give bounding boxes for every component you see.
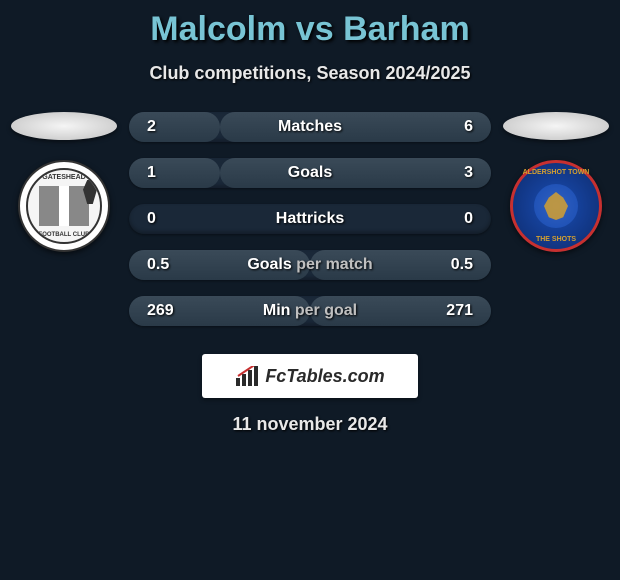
stat-label: Matches	[278, 118, 342, 136]
stat-label: Goals per match	[247, 256, 372, 274]
stat-value-left: 269	[147, 302, 187, 320]
title-player2: Barham	[343, 10, 470, 48]
stat-label: Goals	[288, 164, 332, 182]
stat-row: 2 Matches 6	[129, 112, 491, 142]
badge-right-text-top: ALDERSHOT TOWN	[513, 169, 599, 176]
stat-value-left: 0	[147, 210, 187, 228]
player2-name-plate	[503, 112, 609, 140]
content-row: GATESHEAD FOOTBALL CLUB 2 Matches 6 1 Goals 3…	[0, 112, 620, 326]
stat-row: 0 Hattricks 0	[129, 204, 491, 234]
stat-value-left: 0.5	[147, 256, 187, 274]
stat-value-right: 6	[433, 118, 473, 136]
stat-label-part2: per match	[296, 256, 372, 273]
stat-label-part1: Goals	[247, 256, 296, 273]
stat-label: Hattricks	[276, 210, 344, 228]
stat-value-left: 2	[147, 118, 187, 136]
title-player1: Malcolm	[150, 10, 286, 48]
infographic-container: Malcolm vs Barham Club competitions, Sea…	[0, 0, 620, 435]
stat-value-right: 0	[433, 210, 473, 228]
player2-club-badge: ALDERSHOT TOWN THE SHOTS	[510, 160, 602, 252]
footer-logo-text: FcTables.com	[265, 366, 384, 387]
stat-row: 1 Goals 3	[129, 158, 491, 188]
title-vs: vs	[296, 10, 334, 48]
subtitle: Club competitions, Season 2024/2025	[0, 63, 620, 84]
badge-left-inner: GATESHEAD FOOTBALL CLUB	[26, 168, 102, 244]
player1-name-plate	[11, 112, 117, 140]
stat-label-part2: per goal	[295, 302, 357, 319]
stat-value-left: 1	[147, 164, 187, 182]
stat-value-right: 3	[433, 164, 473, 182]
stats-panel: 2 Matches 6 1 Goals 3 0 Hattricks 0 0.5 Goals per …	[129, 112, 491, 326]
left-column: GATESHEAD FOOTBALL CLUB	[9, 112, 119, 252]
bar-chart-icon	[235, 366, 259, 386]
stat-value-right: 0.5	[433, 256, 473, 274]
date-label: 11 november 2024	[0, 414, 620, 435]
player1-club-badge: GATESHEAD FOOTBALL CLUB	[18, 160, 110, 252]
stat-row: 269 Min per goal 271	[129, 296, 491, 326]
stat-label-part1: Goals	[288, 164, 332, 181]
stat-label: Min per goal	[263, 302, 357, 320]
stat-row: 0.5 Goals per match 0.5	[129, 250, 491, 280]
page-title: Malcolm vs Barham	[0, 10, 620, 49]
badge-left-text-bot: FOOTBALL CLUB	[39, 232, 90, 238]
badge-left-icon	[39, 186, 89, 226]
badge-right-icon	[534, 184, 578, 228]
footer-logo: FcTables.com	[202, 354, 418, 398]
stat-label-part1: Hattricks	[276, 210, 344, 227]
badge-right-text-bot: THE SHOTS	[513, 236, 599, 243]
right-column: ALDERSHOT TOWN THE SHOTS	[501, 112, 611, 252]
stat-value-right: 271	[433, 302, 473, 320]
stat-label-part1: Matches	[278, 118, 342, 135]
stat-label-part1: Min	[263, 302, 295, 319]
badge-left-text-top: GATESHEAD	[42, 174, 85, 181]
